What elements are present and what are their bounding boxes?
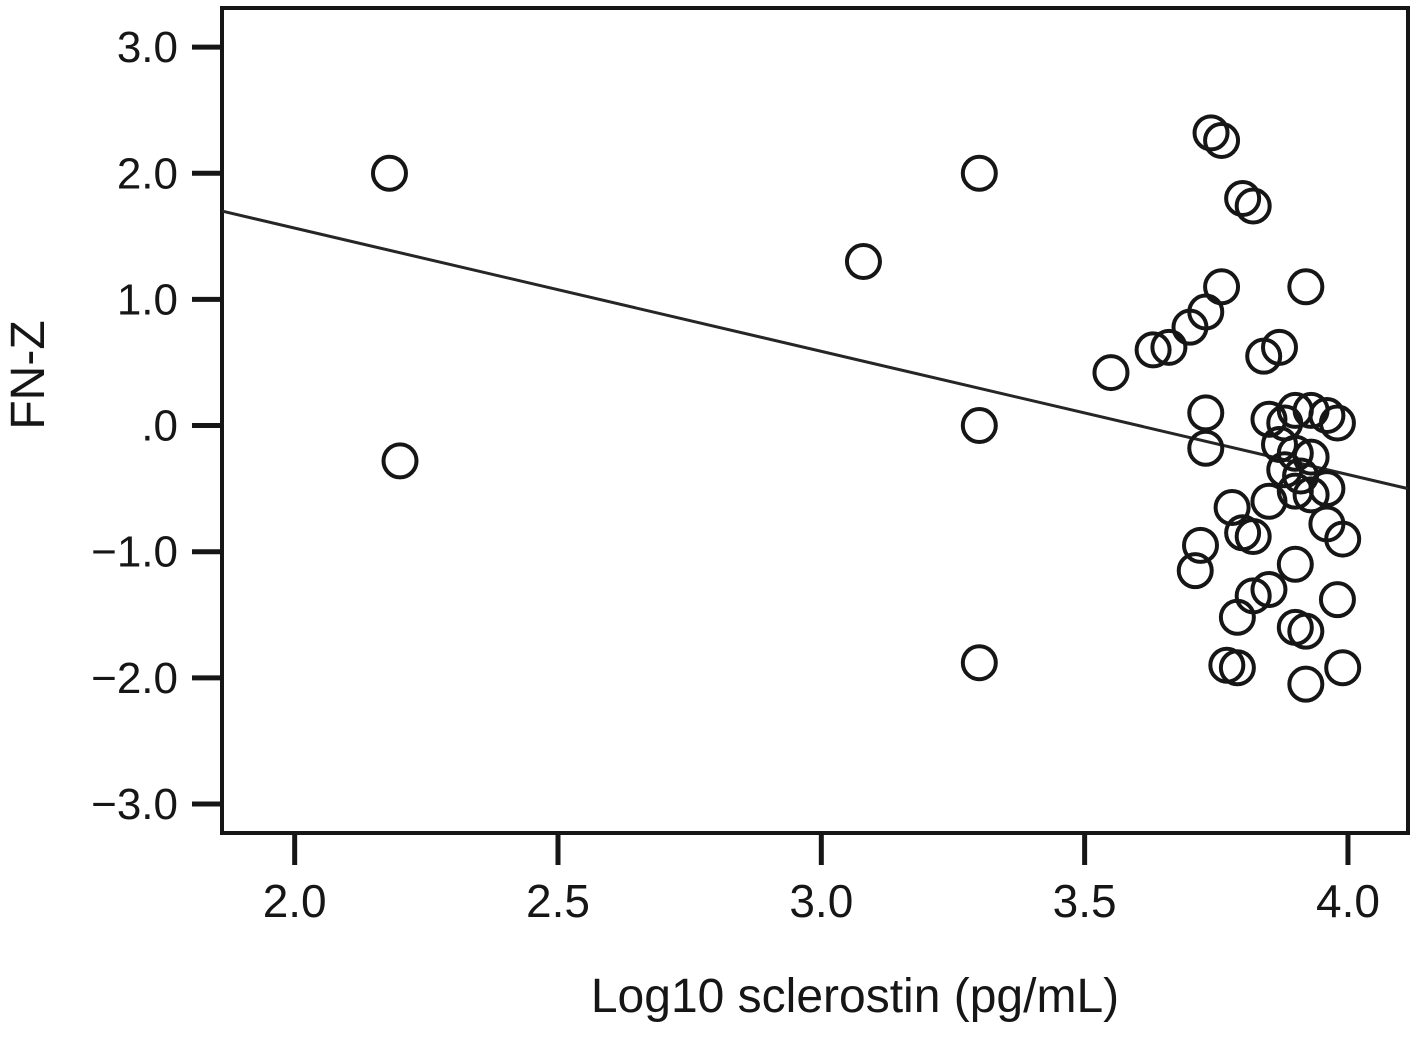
data-point: [1287, 612, 1325, 650]
data-point: [960, 644, 998, 682]
data-point: [1266, 451, 1304, 489]
x-tick-label: 2.0: [263, 875, 327, 927]
data-point: [1192, 114, 1230, 152]
data-point: [1308, 396, 1346, 434]
data-point: [1187, 394, 1225, 432]
data-point: [370, 154, 408, 192]
data-point: [1287, 665, 1325, 703]
data-point: [1234, 187, 1272, 225]
y-tick-label: −3.0: [91, 780, 178, 829]
y-tick-label: 1.0: [117, 275, 178, 324]
data-point: [1324, 649, 1362, 687]
y-tick-label: −1.0: [91, 528, 178, 577]
data-point: [381, 442, 419, 480]
x-tick-label: 3.5: [1053, 875, 1117, 927]
data-point: [1292, 476, 1330, 514]
y-tick-label: −2.0: [91, 654, 178, 703]
data-point: [1176, 552, 1214, 590]
data-point: [1203, 121, 1241, 159]
data-point: [1218, 649, 1256, 687]
data-point: [1308, 470, 1346, 508]
y-tick-label: 3.0: [117, 23, 178, 72]
data-point: [1318, 404, 1356, 442]
data-point: [1324, 520, 1362, 558]
y-axis-title: FN-Z: [2, 320, 55, 429]
plot-area: [220, 6, 1410, 835]
data-point: [1318, 581, 1356, 619]
data-point: [1187, 429, 1225, 467]
data-point: [1224, 179, 1262, 217]
data-point: [1234, 518, 1272, 556]
x-tick-label: 2.5: [526, 875, 590, 927]
data-point: [1276, 545, 1314, 583]
x-axis-title: Log10 sclerostin (pg/mL): [591, 970, 1119, 1023]
x-tick-label: 3.0: [789, 875, 853, 927]
data-point: [1182, 526, 1220, 564]
data-point: [1203, 268, 1241, 306]
data-point: [1218, 598, 1256, 636]
data-point: [1213, 489, 1251, 527]
data-point: [960, 154, 998, 192]
trendline: [221, 209, 1409, 491]
data-point: [1092, 354, 1130, 392]
data-point: [1250, 400, 1288, 438]
y-tick-label: .0: [141, 402, 178, 451]
y-tick-label: 2.0: [117, 149, 178, 198]
data-point: [1260, 328, 1298, 366]
data-point: [960, 407, 998, 445]
data-point: [1150, 328, 1188, 366]
data-point: [1287, 268, 1325, 306]
data-point: [1250, 571, 1288, 609]
data-point: [844, 243, 882, 281]
data-point: [1134, 331, 1172, 369]
data-point: [1250, 482, 1288, 520]
x-tick-label: 4.0: [1316, 875, 1380, 927]
